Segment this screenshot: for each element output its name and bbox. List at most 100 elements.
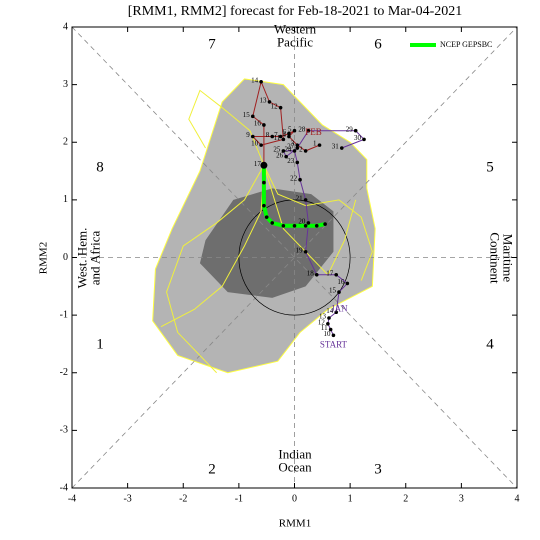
day-label: 14 — [326, 307, 334, 315]
observed-point — [259, 79, 263, 84]
day-label: 20 — [298, 218, 306, 226]
phase-number: 4 — [486, 336, 494, 352]
guide-line — [71, 26, 518, 489]
x-tick-label: 3 — [459, 493, 464, 504]
guide-line — [71, 26, 518, 489]
forecast-mean — [261, 165, 326, 228]
x-tick-label: -2 — [179, 493, 187, 504]
region-label: Continent — [488, 232, 503, 284]
y-axis-label: RMM2 — [38, 242, 50, 274]
day-label: 21 — [296, 194, 304, 202]
observed-point — [328, 327, 333, 332]
observed-point — [259, 143, 263, 147]
observed-point — [314, 272, 319, 277]
forecast-point — [281, 224, 286, 228]
forecast-point — [292, 224, 297, 228]
observed-point — [334, 272, 339, 277]
start-label: START — [320, 339, 348, 349]
x-tick-label: 0 — [292, 493, 297, 504]
y-tick-label: 3 — [63, 79, 68, 90]
observed-point — [281, 137, 286, 142]
day-label: 23 — [287, 157, 295, 165]
y-tick-label: -4 — [60, 482, 68, 493]
observed-point — [287, 131, 291, 136]
observed-point — [278, 134, 283, 139]
y-tick-label: 1 — [63, 194, 68, 205]
forecast-point — [314, 224, 319, 228]
observed-point — [278, 105, 283, 110]
day-label: 16 — [337, 278, 345, 286]
forecast-point — [303, 224, 308, 228]
day-label: 13 — [319, 313, 327, 321]
observed-point — [303, 198, 308, 202]
day-label: 17 — [254, 160, 262, 168]
day-label: 10 — [323, 330, 331, 338]
day-label: 11 — [321, 324, 328, 332]
observed-point — [331, 333, 336, 338]
ensemble-member — [166, 165, 265, 374]
day-label: 5 — [288, 125, 292, 133]
day-label: 19 — [296, 246, 304, 254]
phase-number: 2 — [208, 461, 216, 477]
phase-number: 1 — [96, 336, 104, 352]
chart-title: [RMM1, RMM2] forecast for Feb-18-2021 to… — [128, 4, 463, 19]
day-label: 16 — [254, 120, 262, 128]
ensemble-member — [160, 165, 265, 328]
observed-point — [317, 143, 322, 147]
day-label: 12 — [271, 102, 279, 110]
x-tick-label: 1 — [348, 493, 353, 504]
day-label: 4 — [282, 131, 286, 139]
day-label: 8 — [266, 131, 270, 139]
observed-point — [306, 221, 311, 225]
day-label: 9 — [246, 131, 250, 139]
observed-point — [334, 310, 339, 315]
observed-point — [362, 137, 366, 142]
observed-point — [284, 154, 288, 159]
observed-point — [267, 100, 272, 104]
day-label: 15 — [243, 111, 251, 119]
month-label: FEB — [305, 127, 322, 137]
observed-point — [303, 149, 308, 153]
observed-point — [260, 161, 268, 169]
day-label: 18 — [307, 269, 315, 277]
phase-number: 7 — [208, 36, 216, 52]
observed-point — [281, 149, 286, 153]
day-label: 2 — [299, 146, 303, 154]
x-tick-label: -1 — [235, 493, 243, 504]
observed-point — [326, 321, 330, 326]
observed-point — [303, 249, 308, 254]
forecast-point — [262, 203, 266, 208]
ensemble-member — [263, 165, 357, 276]
observed-point — [270, 134, 275, 139]
month-label: JAN — [331, 303, 348, 313]
region-label: Western — [274, 21, 317, 36]
unit-circle — [238, 199, 351, 316]
day-label: 12 — [318, 318, 326, 326]
region-label: and Africa — [87, 231, 102, 286]
phase-number: 3 — [374, 461, 382, 477]
region-label: Ocean — [278, 459, 312, 474]
day-label: 10 — [251, 140, 259, 148]
day-label: 25 — [273, 146, 281, 154]
observed-point — [250, 114, 255, 119]
forecast-point — [264, 215, 269, 219]
observed-point — [262, 123, 266, 127]
observed-point — [337, 290, 341, 294]
day-label: 30 — [354, 134, 362, 142]
region-label: Pacific — [277, 34, 313, 49]
region-label: West. Hem. — [74, 228, 89, 289]
day-label: 24 — [285, 146, 293, 154]
day-label: 3 — [291, 140, 295, 148]
forecast-point — [323, 222, 327, 226]
observed-track — [282, 130, 365, 336]
y-tick-label: -1 — [60, 309, 68, 320]
day-label: 6 — [282, 128, 286, 136]
y-tick-label: 0 — [63, 252, 68, 263]
x-tick-label: -3 — [123, 493, 131, 504]
phase-number: 6 — [374, 36, 382, 52]
region-label: Indian — [278, 446, 312, 461]
y-tick-label: 2 — [63, 137, 68, 148]
day-label: 26 — [276, 151, 284, 159]
day-label: 28 — [298, 125, 306, 133]
day-label: 7 — [274, 131, 278, 139]
